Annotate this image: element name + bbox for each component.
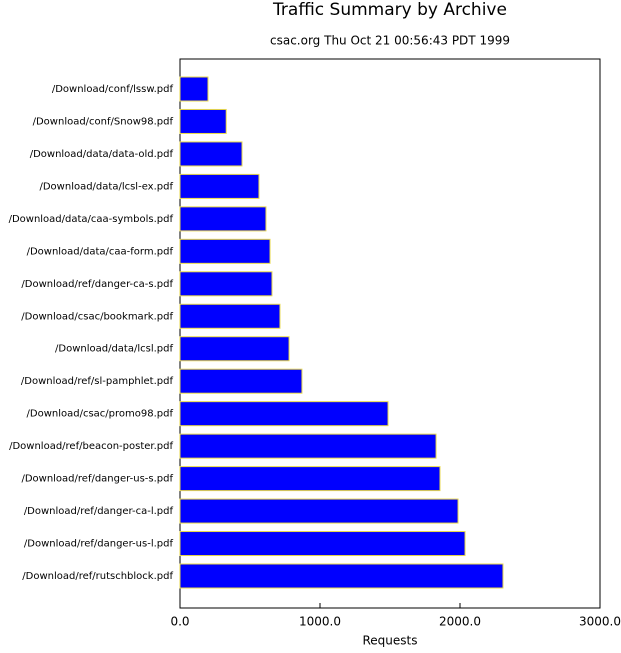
y-tick-label: /Download/data/lcsl-ex.pdf xyxy=(39,181,173,192)
bar xyxy=(179,498,459,524)
chart-title: Traffic Summary by Archive xyxy=(272,0,507,20)
bar xyxy=(179,238,271,264)
y-tick-label: /Download/csac/promo98.pdf xyxy=(27,409,174,420)
y-tick-label: /Download/ref/danger-us-l.pdf xyxy=(24,539,174,550)
bar xyxy=(179,466,441,492)
y-tick-label: /Download/ref/danger-ca-s.pdf xyxy=(21,279,173,290)
x-tick-label: 1000.0 xyxy=(299,615,341,629)
y-tick-label: /Download/ref/sl-pamphlet.pdf xyxy=(21,376,174,387)
bar xyxy=(179,336,290,362)
y-tick-label: /Download/data/caa-symbols.pdf xyxy=(9,214,174,225)
bar xyxy=(179,271,273,297)
y-tick-label: /Download/data/data-old.pdf xyxy=(30,149,174,160)
y-tick-label: /Download/csac/bookmark.pdf xyxy=(21,311,173,322)
bar xyxy=(179,401,389,427)
bar xyxy=(179,141,243,167)
y-tick-label: /Download/conf/Snow98.pdf xyxy=(33,116,174,127)
chart-subtitle: csac.org Thu Oct 21 00:56:43 PDT 1999 xyxy=(270,34,510,48)
y-tick-label: /Download/ref/danger-us-s.pdf xyxy=(21,474,173,485)
x-tick-label: 0.0 xyxy=(170,615,189,629)
bar xyxy=(179,76,209,102)
bar xyxy=(179,108,227,134)
y-tick-label: /Download/data/caa-form.pdf xyxy=(27,246,174,257)
y-tick-label: /Download/data/lcsl.pdf xyxy=(55,344,173,355)
y-tick-label: /Download/ref/beacon-poster.pdf xyxy=(9,441,173,452)
bar xyxy=(179,433,437,459)
x-axis-label: Requests xyxy=(363,634,418,648)
plot-frame xyxy=(179,58,601,609)
bar xyxy=(179,563,504,589)
bar xyxy=(179,173,260,199)
y-tick-label: /Download/ref/rutschblock.pdf xyxy=(22,571,173,582)
bar xyxy=(179,206,267,232)
x-tick-label: 3000.0 xyxy=(579,615,621,629)
x-tick-label: 2000.0 xyxy=(439,615,481,629)
bar xyxy=(179,531,466,557)
bar xyxy=(179,368,303,394)
y-tick-label: /Download/ref/danger-ca-l.pdf xyxy=(24,506,174,517)
bar xyxy=(179,303,281,329)
y-tick-label: /Download/conf/lssw.pdf xyxy=(52,84,174,95)
